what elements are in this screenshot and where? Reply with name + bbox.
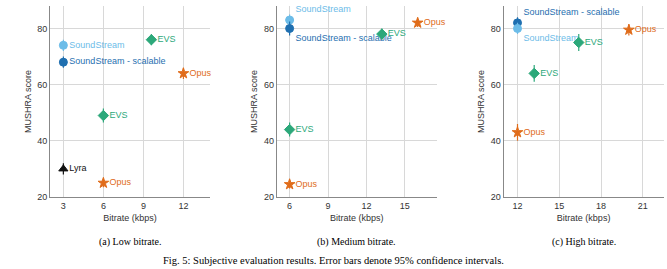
svg-text:20: 20 [491, 192, 501, 202]
svg-text:EVS: EVS [296, 124, 314, 134]
svg-text:Opus: Opus [109, 177, 131, 187]
svg-text:9: 9 [326, 201, 331, 211]
svg-text:SoundStream: SoundStream [524, 33, 579, 43]
svg-text:Bitrate (kbps): Bitrate (kbps) [330, 213, 384, 223]
svg-text:80: 80 [491, 24, 501, 34]
svg-text:80: 80 [37, 24, 47, 34]
svg-text:21: 21 [638, 201, 648, 211]
svg-text:(c) High bitrate.: (c) High bitrate. [552, 236, 616, 248]
svg-text:60: 60 [37, 80, 47, 90]
svg-text:SoundStream - scalable: SoundStream - scalable [296, 33, 392, 43]
svg-text:6: 6 [287, 201, 292, 211]
svg-text:40: 40 [37, 136, 47, 146]
svg-text:9: 9 [141, 201, 146, 211]
svg-text:12: 12 [178, 201, 188, 211]
svg-text:SoundStream: SoundStream [296, 4, 351, 14]
svg-text:SoundStream - scalable: SoundStream - scalable [524, 7, 620, 17]
svg-text:MUSHRA score: MUSHRA score [249, 70, 259, 133]
svg-text:60: 60 [264, 80, 274, 90]
svg-text:3: 3 [61, 201, 66, 211]
svg-text:EVS: EVS [585, 37, 603, 47]
svg-text:SoundStream - scalable: SoundStream - scalable [69, 56, 165, 66]
svg-text:15: 15 [400, 201, 410, 211]
svg-text:EVS: EVS [157, 34, 175, 44]
svg-text:Fig. 5: Subjective evaluation: Fig. 5: Subjective evaluation results. E… [163, 255, 504, 266]
svg-text:40: 40 [491, 136, 501, 146]
svg-text:20: 20 [37, 192, 47, 202]
svg-text:Opus: Opus [296, 179, 318, 189]
svg-text:(b) Medium bitrate.: (b) Medium bitrate. [317, 236, 396, 248]
svg-text:40: 40 [264, 136, 274, 146]
svg-text:18: 18 [596, 201, 606, 211]
svg-text:15: 15 [554, 201, 564, 211]
svg-text:Opus: Opus [524, 127, 546, 137]
svg-text:Opus: Opus [189, 68, 211, 78]
svg-text:MUSHRA score: MUSHRA score [23, 70, 33, 133]
svg-text:12: 12 [512, 201, 522, 211]
svg-text:(a) Low bitrate.: (a) Low bitrate. [99, 236, 161, 248]
svg-text:EVS: EVS [540, 68, 558, 78]
svg-text:EVS: EVS [388, 28, 406, 38]
svg-text:12: 12 [361, 201, 371, 211]
svg-text:EVS: EVS [109, 110, 127, 120]
svg-text:MUSHRA score: MUSHRA score [476, 70, 486, 133]
svg-text:60: 60 [491, 80, 501, 90]
svg-text:20: 20 [264, 192, 274, 202]
svg-text:Opus: Opus [635, 24, 657, 34]
svg-text:SoundStream: SoundStream [69, 40, 124, 50]
svg-text:80: 80 [264, 24, 274, 34]
svg-text:Opus: Opus [424, 17, 446, 27]
svg-text:6: 6 [101, 201, 106, 211]
svg-text:Lyra: Lyra [69, 163, 86, 173]
svg-text:Bitrate (kbps): Bitrate (kbps) [103, 213, 157, 223]
svg-text:Bitrate (kbps): Bitrate (kbps) [557, 213, 611, 223]
